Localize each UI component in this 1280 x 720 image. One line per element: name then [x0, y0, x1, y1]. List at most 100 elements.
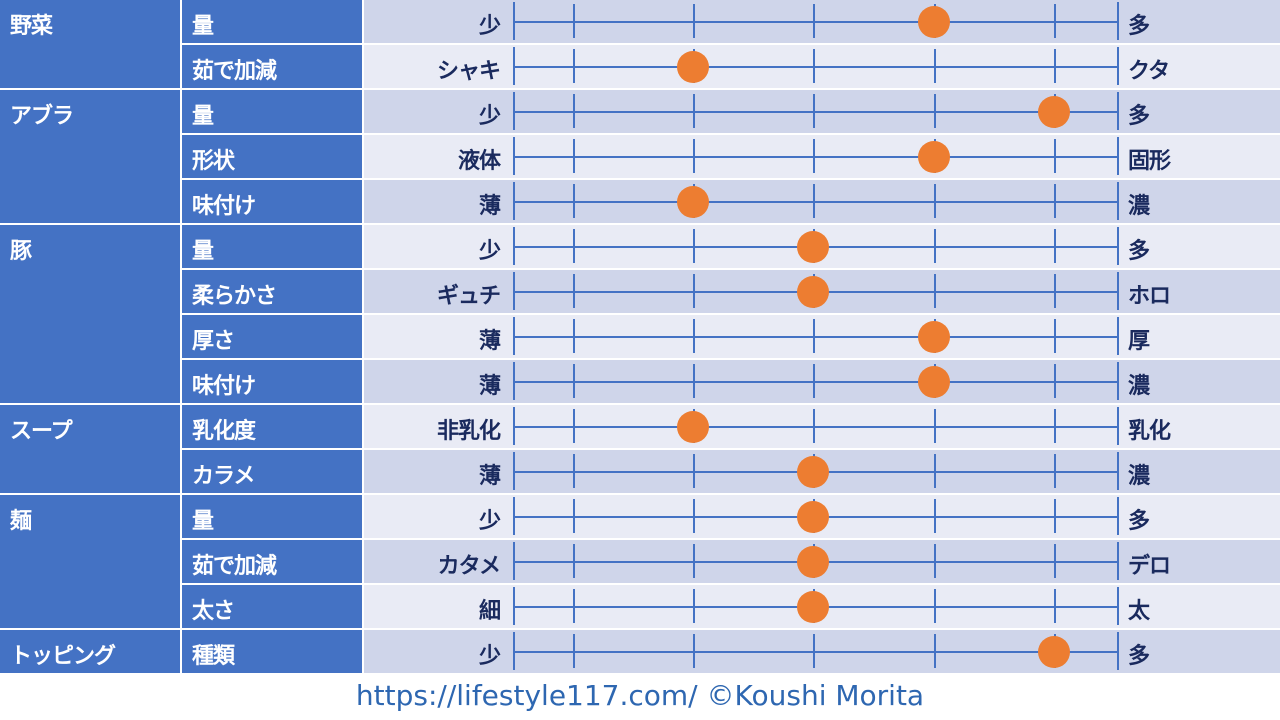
rating-marker — [677, 186, 709, 218]
scale-min-label: 細 — [478, 599, 501, 624]
scale-end-tick — [1117, 227, 1119, 265]
rating-marker — [918, 366, 950, 398]
attribute-label: 茹で加減 — [182, 540, 362, 583]
rating-scale: 薄厚 — [364, 315, 1280, 358]
attribute-label: 味付け — [182, 180, 362, 223]
scale-tick — [693, 499, 695, 533]
scale-tick — [813, 139, 815, 173]
scale-tick — [1054, 454, 1056, 488]
scale-tick — [1054, 184, 1056, 218]
scale-max-label: 多 — [1128, 104, 1150, 129]
scale-tick — [934, 409, 936, 443]
attribute-label: 太さ — [182, 585, 362, 628]
scale-min-label: 少 — [478, 14, 501, 39]
rating-row: 量少多 — [0, 0, 1280, 45]
scale-tick — [1054, 319, 1056, 353]
scale-tick — [1054, 589, 1056, 623]
category-label: 豚 — [0, 225, 180, 403]
scale-tick — [813, 94, 815, 128]
scale-min-label: 液体 — [457, 149, 501, 174]
scale-end-tick — [513, 587, 515, 625]
scale-end-tick — [1117, 452, 1119, 490]
scale-tick — [813, 364, 815, 398]
scale-axis-line — [513, 651, 1117, 653]
scale-end-tick — [1117, 632, 1119, 670]
category-label: 麺 — [0, 495, 180, 628]
scale-end-tick — [1117, 542, 1119, 580]
scale-tick — [693, 634, 695, 668]
scale-axis-line — [513, 381, 1117, 383]
scale-tick — [813, 4, 815, 38]
scale-tick — [813, 634, 815, 668]
scale-tick — [693, 139, 695, 173]
scale-max-label: 濃 — [1128, 464, 1150, 489]
scale-tick — [573, 634, 575, 668]
scale-tick — [573, 364, 575, 398]
scale-end-tick — [1117, 317, 1119, 355]
scale-min-label: ギュチ — [436, 284, 501, 309]
rating-row: 茹で加減 シャキ クタ — [0, 45, 1280, 90]
scale-end-tick — [1117, 587, 1119, 625]
scale-end-tick — [513, 452, 515, 490]
scale-max-label: 厚 — [1128, 329, 1150, 354]
taste-chart-grid: 野菜量少多茹で加減 シャキ クタ アブラ量少多形状 液体 固形 味付け薄濃豚量少多柔らかさギ… — [0, 0, 1280, 673]
rating-row: 厚さ薄厚 — [0, 315, 1280, 360]
rating-row: 味付け薄濃 — [0, 360, 1280, 405]
attribute-label: 柔らかさ — [182, 270, 362, 313]
attribute-label: 形状 — [182, 135, 362, 178]
rating-marker — [797, 591, 829, 623]
scale-max-label: 多 — [1128, 644, 1150, 669]
scale-axis-line — [513, 336, 1117, 338]
scale-tick — [1054, 544, 1056, 578]
scale-tick — [693, 274, 695, 308]
scale-end-tick — [1117, 2, 1119, 40]
attribute-label: 味付け — [182, 360, 362, 403]
rating-marker — [797, 276, 829, 308]
scale-tick — [813, 409, 815, 443]
rating-scale: 細太 — [364, 585, 1280, 628]
rating-row: 量少多 — [0, 90, 1280, 135]
scale-tick — [934, 229, 936, 263]
scale-tick — [1054, 139, 1056, 173]
rating-scale: カタメ デロ — [364, 540, 1280, 583]
scale-tick — [1054, 229, 1056, 263]
rating-row: 形状 液体 固形 — [0, 135, 1280, 180]
scale-max-label: 多 — [1128, 509, 1150, 534]
rating-row: 柔らかさ ギュチ ホロ — [0, 270, 1280, 315]
scale-tick — [573, 454, 575, 488]
scale-min-label: 少 — [478, 104, 501, 129]
scale-tick — [934, 454, 936, 488]
rating-scale: 薄濃 — [364, 360, 1280, 403]
scale-end-tick — [513, 497, 515, 535]
rating-marker — [1038, 636, 1070, 668]
scale-end-tick — [513, 2, 515, 40]
rating-marker — [797, 546, 829, 578]
scale-end-tick — [513, 47, 515, 85]
scale-end-tick — [513, 632, 515, 670]
scale-tick — [573, 409, 575, 443]
scale-max-label: 太 — [1128, 599, 1150, 624]
scale-tick — [573, 139, 575, 173]
scale-min-label: 薄 — [478, 329, 501, 354]
scale-tick — [573, 184, 575, 218]
scale-end-tick — [1117, 497, 1119, 535]
scale-max-label: 多 — [1128, 14, 1150, 39]
scale-axis-line — [513, 21, 1117, 23]
scale-max-label: クタ — [1128, 59, 1170, 84]
scale-tick — [1054, 409, 1056, 443]
scale-end-tick — [513, 362, 515, 400]
attribute-label: 種類 — [182, 630, 362, 673]
scale-tick — [934, 274, 936, 308]
rating-marker — [797, 456, 829, 488]
attribute-label: 厚さ — [182, 315, 362, 358]
rating-row: 茹で加減 カタメ デロ — [0, 540, 1280, 585]
scale-tick — [934, 589, 936, 623]
scale-tick — [934, 94, 936, 128]
attribute-label: カラメ — [182, 450, 362, 493]
rating-scale: 薄濃 — [364, 180, 1280, 223]
scale-tick — [813, 184, 815, 218]
scale-min-label: 薄 — [478, 194, 501, 219]
scale-axis-line — [513, 201, 1117, 203]
scale-tick — [813, 49, 815, 83]
scale-end-tick — [1117, 407, 1119, 445]
